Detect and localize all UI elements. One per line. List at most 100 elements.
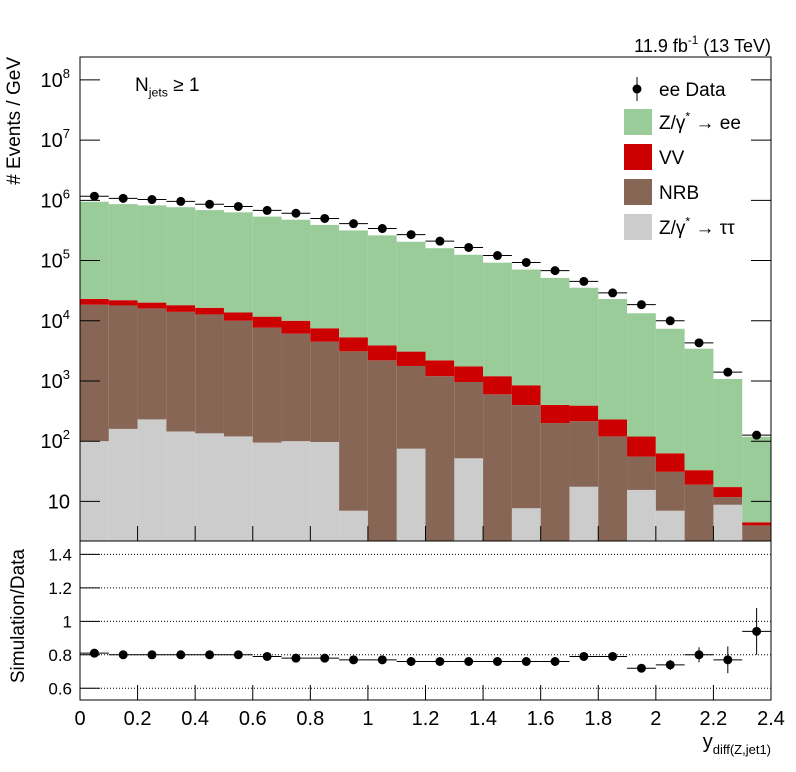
stack-bar — [425, 248, 455, 361]
stack-bar — [339, 351, 368, 511]
x-tick-label: 1.6 — [527, 708, 555, 730]
stack-bar — [195, 314, 224, 434]
stack-bar — [281, 320, 311, 334]
stack-bar — [252, 442, 282, 541]
stack-bar — [223, 212, 253, 313]
ratio-point — [464, 657, 474, 667]
stack-bar — [713, 504, 743, 541]
legend-label-part: * — [685, 109, 690, 123]
ratio-point — [579, 651, 589, 661]
stack-bar — [511, 269, 541, 386]
ratio-point — [406, 657, 416, 667]
y-axis-title-part: # Events / GeV — [4, 57, 25, 185]
stack-bar — [655, 510, 685, 541]
ratio-point — [608, 651, 618, 661]
stack-bar — [627, 456, 656, 490]
y-tick-base: 10 — [41, 251, 63, 273]
stack-bar — [223, 312, 253, 321]
ratio-point — [636, 663, 646, 673]
x-tick-label: 2.4 — [757, 708, 785, 730]
stack-bar — [223, 320, 253, 437]
y-tick-label: 10 — [48, 491, 70, 513]
stack-bar — [367, 235, 397, 346]
stack-bar — [511, 385, 541, 406]
stack-bar — [454, 366, 484, 382]
annotation: Njets ≥ 1 — [135, 75, 200, 100]
stack-bar — [483, 394, 512, 541]
y-tick-exponent: 7 — [63, 126, 70, 141]
stack-bar — [598, 419, 628, 437]
stack-bar — [281, 441, 311, 541]
data-point — [694, 338, 704, 348]
stack-bar — [742, 436, 771, 523]
stack-bar — [166, 305, 196, 312]
ratio-point — [291, 653, 301, 663]
stack-bar — [166, 207, 196, 306]
x-tick-label: 0.8 — [296, 708, 324, 730]
data-point — [205, 199, 215, 209]
data-point — [636, 300, 646, 310]
stack-bar — [108, 204, 138, 301]
ratio-point — [118, 650, 128, 660]
ratio-point — [205, 650, 215, 660]
stack-bar — [483, 262, 512, 377]
stack-bar — [713, 379, 743, 488]
stack-bar — [195, 433, 224, 541]
stack-bar — [627, 436, 656, 457]
y-tick-base: 10 — [41, 190, 63, 212]
stack-bar — [223, 436, 253, 541]
stack-bar — [310, 341, 340, 442]
x-tick-label: 0 — [74, 708, 85, 730]
stack-bar — [195, 307, 224, 315]
stack-bar — [684, 470, 714, 485]
y-tick-exponent: 3 — [63, 367, 70, 382]
stack-bar — [108, 428, 138, 541]
data-point — [377, 224, 387, 234]
data-point — [579, 276, 589, 286]
stack-bar — [569, 287, 599, 406]
ratio-frame — [79, 540, 772, 701]
lumi-label-part: 11.9 fb — [634, 36, 688, 56]
stack-bar — [137, 205, 167, 303]
stack-bar — [339, 510, 368, 541]
ratio-point — [233, 650, 243, 660]
stack-bar — [713, 497, 743, 505]
stack-bar — [80, 201, 109, 299]
legend-label-part: ee Data — [659, 80, 726, 101]
legend-label: Z/γ* → ττ — [659, 214, 735, 239]
stack-bar — [252, 327, 282, 443]
stack-bar — [742, 525, 771, 541]
stack-bar — [569, 486, 599, 541]
stack-bar — [742, 522, 771, 526]
stack-bar — [454, 254, 484, 367]
stack-bar — [684, 484, 714, 541]
stack-bar — [454, 381, 484, 459]
ratio-point — [435, 657, 445, 667]
stack-bar — [396, 365, 426, 449]
legend-label: Z/γ* → ee — [659, 109, 741, 134]
stack-bar — [627, 489, 656, 541]
legend-swatch — [624, 179, 652, 205]
annotation-part: ≥ 1 — [168, 75, 200, 96]
stack-bar — [310, 224, 340, 329]
data-point — [118, 193, 128, 203]
legend-label: ee Data — [659, 80, 726, 101]
ratio-point — [492, 657, 502, 667]
lumi-label-part: -1 — [688, 34, 698, 47]
legend-label: VV — [659, 148, 685, 169]
x-tick-label: 0.6 — [239, 708, 267, 730]
y-tick-label: 108 — [41, 66, 70, 92]
annotation-part: N — [135, 75, 149, 96]
y-tick-label: 1.2 — [48, 579, 72, 598]
stack-bar — [137, 419, 167, 541]
data-point — [233, 201, 243, 211]
stack-bar — [396, 351, 426, 366]
stack-bar — [137, 308, 167, 420]
stack-bar — [281, 333, 311, 442]
data-point — [464, 242, 474, 252]
stack-bar — [569, 405, 599, 422]
stack-bar — [108, 305, 138, 429]
x-axis-title-part: diff(Z,jet1) — [713, 742, 771, 757]
stack-bar — [80, 304, 109, 442]
